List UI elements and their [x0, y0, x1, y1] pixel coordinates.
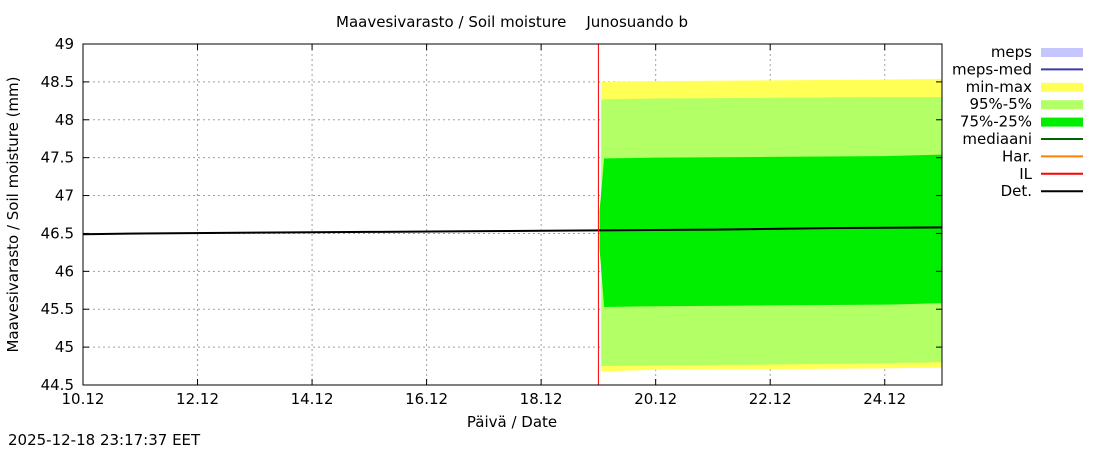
y-axis-label: Maavesivarasto / Soil moisture (mm): [4, 76, 22, 352]
legend-label: meps: [991, 43, 1032, 61]
legend-item: 95%-5%: [969, 95, 1083, 113]
y-tick-label: 46.5: [41, 224, 74, 242]
x-tick-label: 22.12: [749, 390, 792, 408]
y-tick-label: 49: [55, 35, 74, 53]
legend-item: Har.: [1002, 147, 1083, 165]
legend-item: Det.: [1001, 182, 1083, 200]
legend-label: meps-med: [952, 60, 1032, 78]
y-tick-label: 48: [55, 111, 74, 129]
y-tick-label: 46: [55, 262, 74, 280]
legend-swatch: [1041, 48, 1083, 57]
y-tick-label: 48.5: [41, 73, 74, 91]
legend-item: meps: [991, 43, 1083, 61]
y-tick-label: 45: [55, 338, 74, 356]
legend: mepsmeps-medmin-max95%-5%75%-25%mediaani…: [952, 43, 1083, 200]
legend-label: 95%-5%: [969, 95, 1032, 113]
legend-label: Har.: [1002, 147, 1032, 165]
legend-label: min-max: [966, 78, 1033, 96]
x-axis-label: Päivä / Date: [467, 413, 557, 431]
legend-swatch: [1041, 117, 1083, 127]
legend-label: 75%-25%: [960, 113, 1032, 131]
legend-swatch: [1041, 82, 1083, 92]
x-tick-label: 20.12: [634, 390, 677, 408]
timestamp: 2025-12-18 23:17:37 EET: [8, 431, 201, 449]
band-layer: [599, 78, 942, 372]
band-75%-25%: [599, 154, 942, 307]
x-tick-label: 14.12: [291, 390, 334, 408]
x-tick-label: 16.12: [405, 390, 448, 408]
legend-label: Det.: [1001, 182, 1032, 200]
legend-label: mediaani: [962, 130, 1032, 148]
legend-item: IL: [1019, 165, 1083, 183]
y-tick-label: 45.5: [41, 300, 74, 318]
legend-label: IL: [1019, 165, 1032, 183]
legend-item: 75%-25%: [960, 113, 1083, 131]
legend-item: meps-med: [952, 60, 1083, 78]
tick-layer: 10.12 12.12 14.12 16.12 18.12 20.12 22.12 24.12…: [41, 35, 942, 408]
x-tick-label: 24.12: [863, 390, 906, 408]
legend-swatch: [1041, 100, 1083, 110]
x-tick-label: 18.12: [520, 390, 563, 408]
legend-item: mediaani: [962, 130, 1083, 148]
y-tick-label: 47: [55, 187, 74, 205]
x-tick-label: 12.12: [176, 390, 219, 408]
x-tick-label: 10.12: [62, 390, 105, 408]
series-Det.: [82, 226, 943, 236]
y-tick-label: 44.5: [41, 376, 74, 394]
chart-title: Maavesivarasto / Soil moisture Junosuando…: [336, 13, 688, 31]
y-tick-label: 47.5: [41, 149, 74, 167]
line-layer: [82, 44, 943, 385]
legend-item: min-max: [966, 78, 1083, 96]
plot-frame: [82, 43, 943, 386]
